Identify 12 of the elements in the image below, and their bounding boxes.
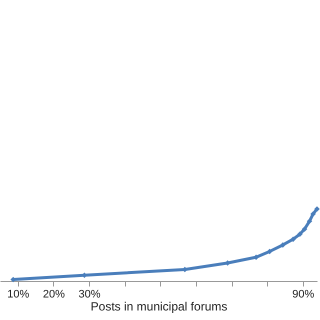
x-axis-title: Posts in municipal forums <box>90 300 228 314</box>
x-tick-label: 10% <box>7 288 30 300</box>
point <box>302 226 308 232</box>
x-tick-label: 20% <box>42 288 66 300</box>
x-tick-label: 30% <box>78 288 101 300</box>
point <box>280 242 286 248</box>
point <box>290 236 296 242</box>
x-tick-label: 90% <box>292 288 314 300</box>
point <box>297 231 303 237</box>
point <box>314 206 320 212</box>
point <box>310 211 316 217</box>
point <box>306 218 312 224</box>
